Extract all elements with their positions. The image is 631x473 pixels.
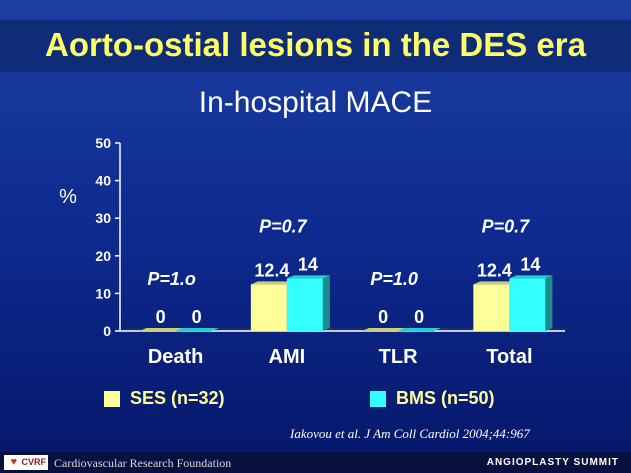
y-tick-label: 0 — [103, 323, 111, 339]
bar-top — [250, 281, 294, 285]
y-tick-label: 50 — [95, 135, 111, 151]
bar-top — [175, 328, 219, 331]
y-tick-label: 40 — [95, 173, 111, 189]
bar-top — [509, 275, 553, 279]
bar — [362, 331, 399, 332]
bar — [509, 278, 546, 331]
data-label: 12.4 — [477, 260, 512, 280]
legend-label-bms: BMS (n=50) — [396, 388, 495, 408]
footer-event: ANGIOPLASTY SUMMIT — [486, 457, 619, 468]
bar — [286, 278, 323, 331]
bar-top — [473, 281, 517, 285]
p-value-label: P=0.7 — [482, 216, 531, 236]
slide-title: Aorto-ostial lesions in the DES era — [45, 26, 586, 63]
bar-top — [398, 328, 442, 331]
y-tick-label: 30 — [95, 210, 111, 226]
heart-icon: ♥ — [10, 456, 17, 468]
x-tick-label: Death — [148, 346, 204, 368]
bar — [473, 284, 510, 331]
data-label: 14 — [520, 254, 540, 274]
bar-top — [139, 328, 183, 331]
data-label: 12.4 — [254, 260, 289, 280]
legend-swatch-ses — [104, 391, 120, 407]
y-tick-label: 10 — [95, 285, 111, 301]
p-value-label: P=1.o — [147, 269, 196, 289]
bar — [175, 331, 212, 332]
data-label: 0 — [414, 307, 424, 327]
y-axis-label: % — [59, 186, 77, 208]
data-label: 0 — [378, 307, 388, 327]
bar-top — [286, 275, 330, 279]
p-value-label: P=0.7 — [259, 216, 308, 236]
bar — [250, 284, 287, 331]
bar-side — [545, 275, 553, 331]
data-label: 0 — [156, 307, 166, 327]
cvrf-logo: ♥ CVRF — [4, 455, 48, 470]
chart-title: In-hospital MACE — [198, 86, 433, 119]
title-band — [0, 20, 631, 72]
citation: Iakovou et al. J Am Coll Cardiol 2004;44… — [290, 426, 530, 441]
x-tick-label: Total — [486, 346, 532, 368]
x-tick-label: AMI — [269, 346, 306, 368]
x-tick-label: TLR — [379, 346, 418, 368]
legend-swatch-bms — [370, 391, 386, 407]
cvrf-logo-text: CVRF — [21, 457, 47, 467]
bar-side — [322, 275, 330, 331]
y-tick-label: 20 — [95, 248, 111, 264]
data-label: 14 — [298, 254, 318, 274]
footer-organization: Cardiovascular Research Foundation — [54, 456, 232, 470]
bar — [398, 331, 435, 332]
footer-bar — [0, 452, 631, 473]
legend-label-ses: SES (n=32) — [130, 388, 225, 408]
bar — [139, 331, 176, 332]
data-label: 0 — [192, 307, 202, 327]
bar-top — [362, 328, 406, 331]
p-value-label: P=1.0 — [370, 269, 418, 289]
